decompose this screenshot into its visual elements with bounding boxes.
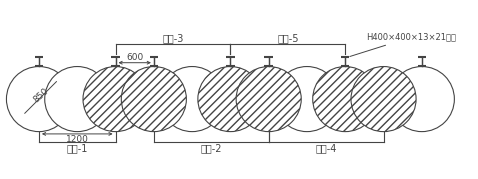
Text: 1200: 1200 bbox=[66, 136, 89, 144]
Circle shape bbox=[121, 67, 186, 132]
Circle shape bbox=[389, 67, 455, 132]
Circle shape bbox=[45, 67, 110, 132]
Circle shape bbox=[274, 67, 339, 132]
Text: 顺序-3: 顺序-3 bbox=[163, 33, 184, 43]
Circle shape bbox=[351, 67, 416, 132]
Text: 顺序-2: 顺序-2 bbox=[200, 143, 222, 153]
Circle shape bbox=[236, 67, 301, 132]
Circle shape bbox=[6, 67, 72, 132]
Text: H400×400×13×21型钢: H400×400×13×21型钢 bbox=[350, 33, 456, 57]
Circle shape bbox=[313, 67, 378, 132]
Circle shape bbox=[83, 67, 148, 132]
Text: 600: 600 bbox=[126, 53, 143, 62]
Text: 顺序-5: 顺序-5 bbox=[277, 33, 299, 43]
Text: 顺序-4: 顺序-4 bbox=[315, 143, 337, 153]
Text: 850: 850 bbox=[32, 86, 50, 104]
Circle shape bbox=[198, 67, 263, 132]
Text: 顺序-1: 顺序-1 bbox=[66, 143, 88, 153]
Circle shape bbox=[160, 67, 225, 132]
